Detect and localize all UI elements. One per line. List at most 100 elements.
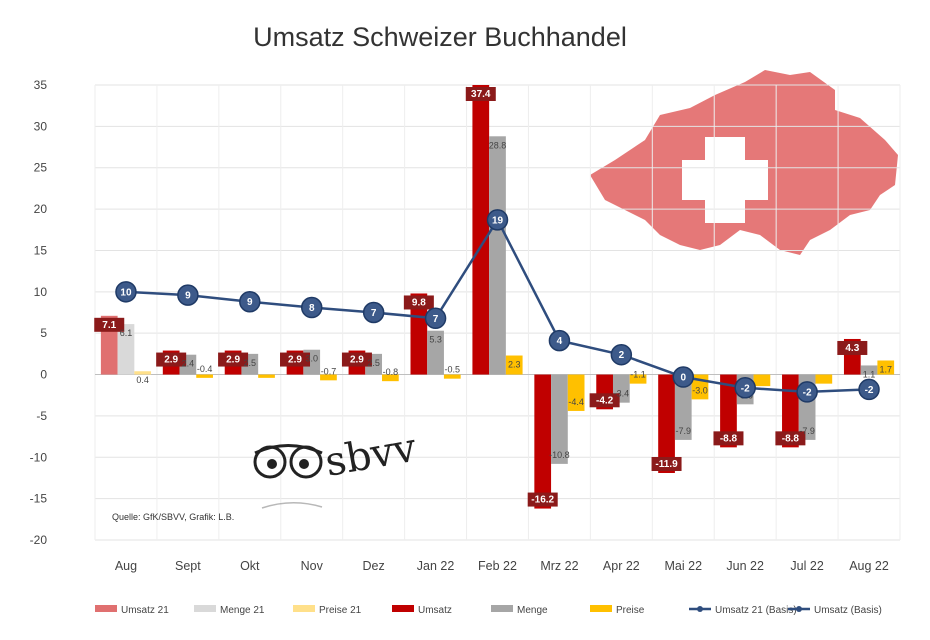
y-tick-label: 10 <box>34 285 48 299</box>
legend-swatch <box>95 605 117 612</box>
legend-label: Umsatz (Basis) <box>814 605 882 616</box>
bar-5-2 <box>258 374 275 378</box>
line-point <box>672 366 695 388</box>
x-tick-label: Feb 22 <box>478 559 517 573</box>
legend-marker <box>796 606 802 612</box>
swiss-map-flag-icon <box>590 70 898 255</box>
flag-cross-horizontal <box>682 160 768 200</box>
bar-label: 2.4 <box>182 359 195 369</box>
bar-5-1 <box>196 374 213 378</box>
bar-5-11 <box>815 374 833 384</box>
bar-5-12 <box>877 360 895 375</box>
line-point-label: -2 <box>741 383 750 394</box>
bar-label: 2.5 <box>367 358 380 368</box>
legend-label: Umsatz 21 <box>121 605 169 616</box>
line-point-label: 8 <box>309 303 315 314</box>
y-tick-label: 0 <box>40 368 47 382</box>
line-point-label: 4 <box>557 336 563 347</box>
bar-5-6 <box>505 355 523 375</box>
x-tick-label: Jun 22 <box>726 559 764 573</box>
line-point <box>610 343 633 366</box>
y-tick-label: 20 <box>34 202 48 216</box>
owl-eyes-icon <box>253 444 323 479</box>
line-point <box>300 296 323 319</box>
legend-label: Menge <box>517 605 548 616</box>
bar-label-bg <box>527 492 558 507</box>
line-point-label: -2 <box>865 385 874 396</box>
bar-label: -1.1 <box>630 370 646 380</box>
bar-label: -7.9 <box>799 426 815 436</box>
y-tick-label: 30 <box>34 119 48 133</box>
bar-label-bg <box>837 340 868 355</box>
line-point <box>486 209 509 231</box>
bar-label: 5.3 <box>429 335 442 345</box>
line-point-label: 10 <box>120 287 132 298</box>
bar-label-bg <box>651 456 682 471</box>
line-point-label: 9 <box>185 291 191 302</box>
x-tick-label: Nov <box>301 559 324 573</box>
bar-label-bg <box>713 431 744 446</box>
brand-text: sbvv <box>322 425 420 486</box>
line-point <box>548 329 571 352</box>
y-tick-label: -5 <box>36 409 47 423</box>
bar-4-5 <box>427 330 444 375</box>
y-tick-label: -10 <box>30 450 48 464</box>
line-point <box>239 290 261 313</box>
bar-label: -8.8 <box>720 433 738 444</box>
legend-swatch <box>491 605 513 612</box>
bar-label: -3.4 <box>614 389 630 399</box>
bar-5-5 <box>443 374 461 379</box>
x-axis: Aug Sept Okt Nov Dez Jan 22 Feb 22 Mrz 22 Apr 22… <box>115 559 889 573</box>
bar-3-9 <box>658 374 675 473</box>
bar-label: 1.1 <box>863 369 876 379</box>
bar-label: 2.9 <box>164 355 178 366</box>
legend-label: Preise 21 <box>319 605 362 616</box>
bar-5-10 <box>753 374 771 387</box>
x-tick-label: Jan 22 <box>417 559 455 573</box>
x-tick-label: Sept <box>175 559 201 573</box>
bar-1-0 <box>117 324 135 375</box>
legend-label: Umsatz 21 (Basis) <box>715 605 797 616</box>
bar-5-7 <box>567 374 585 411</box>
x-tick-label: Aug <box>115 559 137 573</box>
bar-label: -0.5 <box>445 365 461 375</box>
bar-label-bg <box>465 87 496 101</box>
y-axis: -20 -15 -10 -5 0 5 10 15 20 25 30 35 <box>30 78 48 547</box>
bar-label-bg <box>589 393 620 408</box>
bar-5-8 <box>629 374 647 384</box>
x-tick-label: Jul 22 <box>790 559 823 573</box>
bar-label: 2.9 <box>288 355 302 366</box>
bar-label: 1.7 <box>879 364 892 374</box>
y-tick-label: -15 <box>30 492 48 506</box>
bar-label: -0.8 <box>383 367 399 377</box>
bar-label: 3.0 <box>305 354 318 364</box>
bar-label: -16.2 <box>531 495 554 506</box>
bar-label: -11.9 <box>655 459 678 470</box>
line-point <box>734 377 756 399</box>
line-series: 10 9 9 8 7 7 19 4 2 0 -2 -2 -2 <box>115 209 880 403</box>
bar-4-9 <box>674 374 692 440</box>
bar-2-0 <box>134 371 152 375</box>
bar-label-bg <box>775 431 806 446</box>
y-tick-label: -20 <box>30 533 48 547</box>
y-tick-label: 15 <box>34 243 48 257</box>
bar-label: -0.4 <box>197 364 213 374</box>
legend-marker <box>697 606 703 612</box>
bar-label: 2.5 <box>244 358 257 368</box>
bar-label-bg <box>280 352 311 367</box>
x-tick-label: Dez <box>363 559 385 573</box>
legend-label: Umsatz <box>418 605 452 616</box>
line-point-label: 19 <box>492 215 504 226</box>
line-point-label: 7 <box>371 308 377 319</box>
bar-label: 9.8 <box>412 297 426 308</box>
x-tick-label: Aug 22 <box>849 559 889 573</box>
sbvv-logo: sbvv <box>253 425 420 509</box>
bar-label: 7.1 <box>102 320 116 331</box>
bar-label: -7.9 <box>676 426 692 436</box>
bar-label: -10.8 <box>549 450 570 460</box>
line-point <box>796 381 818 403</box>
bar-label: 6.1 <box>120 328 133 338</box>
bar-label: 4.3 <box>845 343 859 354</box>
